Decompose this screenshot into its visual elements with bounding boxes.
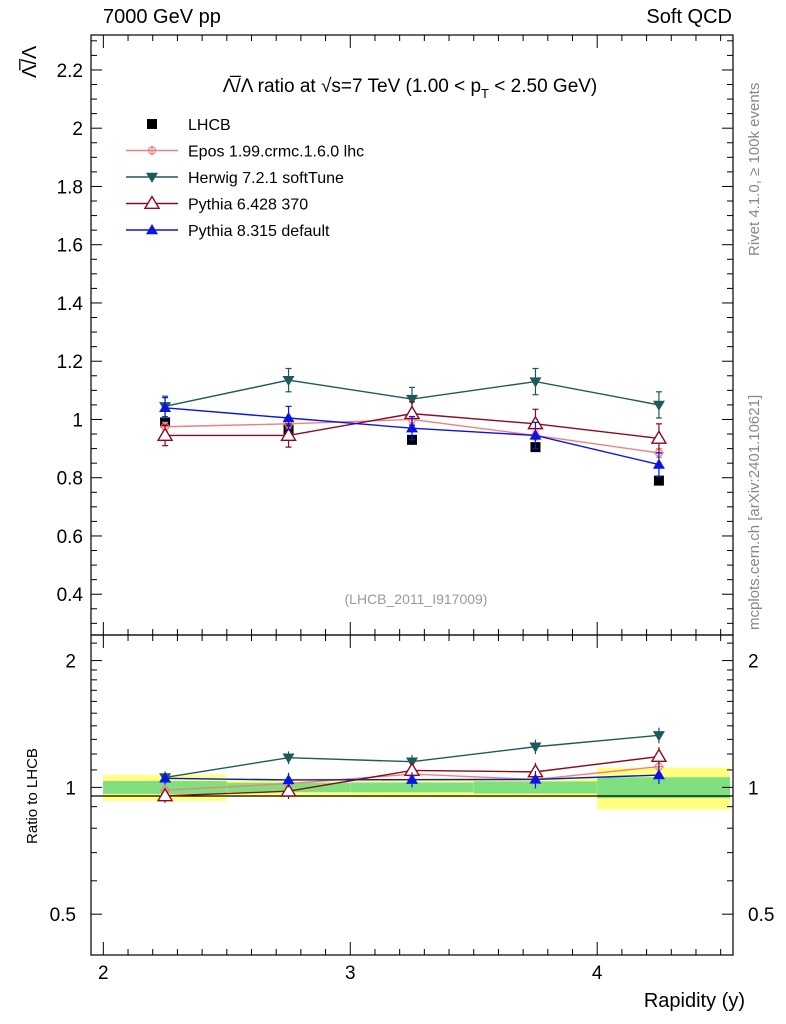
- legend-label: Herwig 7.2.1 softTune: [188, 170, 344, 187]
- x-axis-ticks: 2 3 4: [98, 35, 722, 984]
- x-tick-label: 4: [592, 963, 603, 984]
- main-y-tick-label: 0.4: [57, 585, 84, 606]
- main-series-layer: [156, 367, 668, 486]
- ratio-y-tick-label-right: 2: [748, 652, 759, 673]
- ratio-y-tick-label-right: 1: [748, 778, 759, 799]
- main-y-tick-label: 1.4: [57, 294, 84, 315]
- series-3-point: [159, 401, 172, 413]
- legend-marker: [143, 195, 161, 210]
- series-3-ratio-point: [282, 773, 295, 785]
- ratio-series-layer: [156, 727, 668, 803]
- ratio-y-axis-ticks: 0.5 0.5 1 1 2 2: [50, 642, 774, 926]
- series-1-point: [529, 377, 542, 388]
- main-y-tick-label: 0.8: [57, 469, 83, 490]
- legend-entry: Epos 1.99.crmc.1.6.0 lhc: [126, 144, 364, 161]
- series-2-ratio-point: [650, 748, 668, 763]
- series-2-ratio-point: [280, 782, 297, 797]
- series-3-ratio-point: [652, 769, 665, 780]
- header-category-label: Soft QCD: [646, 6, 732, 28]
- legend-marker: [147, 119, 157, 129]
- ratio-y-axis-label: Ratio to LHCB: [24, 748, 41, 844]
- x-tick-label: 2: [98, 963, 109, 984]
- series-3-ratio-point: [529, 773, 542, 784]
- legend-entry: Pythia 6.428 370: [126, 195, 308, 214]
- header-beam-label: 7000 GeV pp: [103, 6, 221, 28]
- series-1-ratio-point: [529, 742, 542, 753]
- ratio-y-tick-label-left: 2: [65, 652, 76, 673]
- legend-entry: LHCB: [147, 117, 231, 134]
- main-y-tick-label: 1.2: [57, 352, 83, 373]
- analysis-watermark: (LHCB_2011_I917009): [345, 591, 488, 607]
- legend-label: Pythia 8.315 default: [188, 223, 330, 240]
- legend-marker: [146, 172, 158, 183]
- series-1-ratio-point: [282, 753, 295, 764]
- series-1-point: [406, 394, 418, 406]
- main-y-axis-label: Λ̅/Λ: [18, 45, 41, 78]
- series-1-point: [282, 375, 295, 387]
- main-y-tick-label: 1.8: [57, 177, 83, 198]
- series-2-point: [156, 427, 174, 441]
- series-1-point: [652, 400, 665, 411]
- series-2-ratio-point: [156, 787, 174, 802]
- series-2-point: [280, 427, 297, 441]
- main-y-tick-label: 2: [72, 119, 83, 140]
- main-y-axis-ticks: 0.4 0.6 0.8 1 1.2 1.4 1.6 1.8 2 2.2: [57, 40, 733, 624]
- main-y-tick-label: 0.6: [57, 527, 83, 548]
- series-3-ratio-point: [159, 772, 172, 783]
- legend-marker: [146, 224, 158, 235]
- ratio-band-inner: [597, 777, 730, 799]
- series-3-point: [529, 429, 542, 440]
- x-tick-label: 3: [345, 963, 356, 984]
- ratio-band-inner: [350, 782, 474, 793]
- series-3-ratio-point: [406, 773, 418, 784]
- series-3-point: [406, 422, 418, 433]
- main-y-tick-label: 1.6: [57, 236, 83, 257]
- ratio-y-tick-label-left: 1: [65, 778, 76, 799]
- series-1-ratio-point: [652, 731, 665, 742]
- legend-label: Epos 1.99.crmc.1.6.0 lhc: [188, 144, 364, 161]
- legend-entry: Herwig 7.2.1 softTune: [126, 170, 344, 187]
- ratio-plot-frame: [90, 634, 734, 956]
- main-plot-title: Λ̅/Λ ratio at √s=7 TeV (1.00 < pT < 2.50…: [223, 76, 598, 101]
- x-axis-label: Rapidity (y): [644, 990, 745, 1012]
- main-y-tick-label: 2.2: [57, 61, 83, 82]
- legend: LHCB Epos 1.99.crmc.1.6.0 lhc Herwig 7.2.1…: [126, 117, 364, 240]
- ratio-y-tick-label-left: 0.5: [50, 905, 76, 926]
- lhcb-data-point: [653, 475, 664, 486]
- legend-label: LHCB: [188, 117, 231, 134]
- main-y-tick-label: 1: [72, 410, 83, 431]
- series-2-point: [650, 430, 668, 444]
- series-3-point: [282, 412, 295, 423]
- legend-entry: Pythia 8.315 default: [126, 223, 330, 240]
- ratio-y-tick-label-right: 0.5: [748, 905, 774, 926]
- series-3-point: [652, 458, 665, 469]
- legend-label: Pythia 6.428 370: [188, 197, 308, 214]
